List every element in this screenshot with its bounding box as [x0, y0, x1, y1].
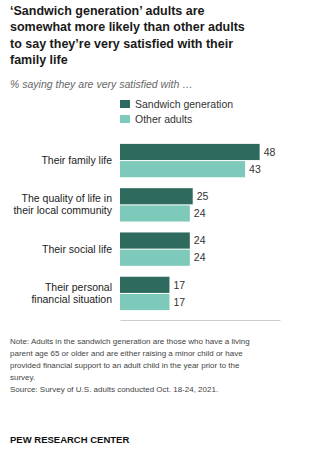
y-tick-label: Their social life	[42, 243, 112, 255]
legend-item: Sandwich generation	[120, 98, 233, 110]
x-axis-line	[121, 320, 281, 321]
legend-label: Sandwich generation	[135, 98, 233, 110]
text-line: somewhat more likely than other adults	[10, 20, 245, 34]
bar	[120, 250, 190, 266]
subtitle: % saying they are very satisfied with …	[10, 78, 193, 90]
bar	[120, 161, 245, 177]
y-tick: The quality of life intheir local commun…	[13, 192, 112, 216]
legend-swatch	[120, 100, 130, 108]
note: Source: Survey of U.S. adults conducted …	[10, 385, 218, 394]
data-label: 24	[194, 251, 206, 263]
annotations: Note: Adults in the sandwich generation …	[10, 337, 250, 445]
text-line: their local community	[13, 204, 112, 216]
y-tick: Their family life	[41, 154, 112, 166]
text-line: Their personal	[45, 281, 112, 293]
bar	[120, 144, 260, 160]
data-label: 48	[264, 146, 276, 158]
y-tick: Their social life	[42, 243, 112, 255]
bar	[120, 205, 190, 221]
data-labels: 48 25 24 17 43 24 24 17	[173, 146, 275, 308]
y-tick-label: Their family life	[41, 154, 112, 166]
bar	[120, 294, 169, 310]
data-label: 17	[173, 279, 185, 291]
data-label: 43	[249, 163, 261, 175]
text-line: The quality of life in	[22, 192, 113, 204]
text-line: family life	[10, 53, 68, 67]
y-tick: Their personalfinancial situation	[31, 281, 112, 305]
data-label: 24	[194, 234, 206, 246]
source-label: PEW RESEARCH CENTER	[10, 434, 129, 445]
y-tick-label: The quality of life intheir local commun…	[13, 192, 112, 216]
legend: Sandwich generation Other adults	[120, 98, 233, 125]
legend-label: Other adults	[135, 113, 192, 125]
text-line: Their social life	[42, 243, 112, 255]
data-label: 25	[197, 190, 209, 202]
y-axis: Their family life The quality of life int…	[13, 154, 112, 305]
title: ‘Sandwich generation’ adults are somewhat…	[10, 4, 245, 67]
data-label: 24	[194, 207, 206, 219]
legend-swatch	[120, 115, 130, 123]
note: parent age 65 or older and are either ra…	[10, 349, 243, 358]
text-line: Their family life	[41, 154, 112, 166]
note: survey.	[10, 373, 35, 382]
bar	[120, 232, 190, 248]
legend-item: Other adults	[120, 113, 192, 125]
text-line: financial situation	[31, 293, 112, 305]
note: Note: Adults in the sandwich generation …	[10, 337, 250, 346]
bar	[120, 188, 193, 204]
note: provided financial support to an adult c…	[10, 361, 240, 370]
data-label: 17	[173, 296, 185, 308]
plot: Their family life The quality of life int…	[13, 144, 280, 321]
text-line: ‘Sandwich generation’ adults are	[10, 4, 205, 18]
y-tick-label: Their personalfinancial situation	[31, 281, 112, 305]
x-axis	[121, 320, 281, 321]
chart: ‘Sandwich generation’ adults are somewhat…	[0, 0, 310, 455]
bars	[120, 144, 260, 310]
bar	[120, 277, 169, 293]
text-line: to say they’re very satisfied with their	[10, 37, 233, 51]
